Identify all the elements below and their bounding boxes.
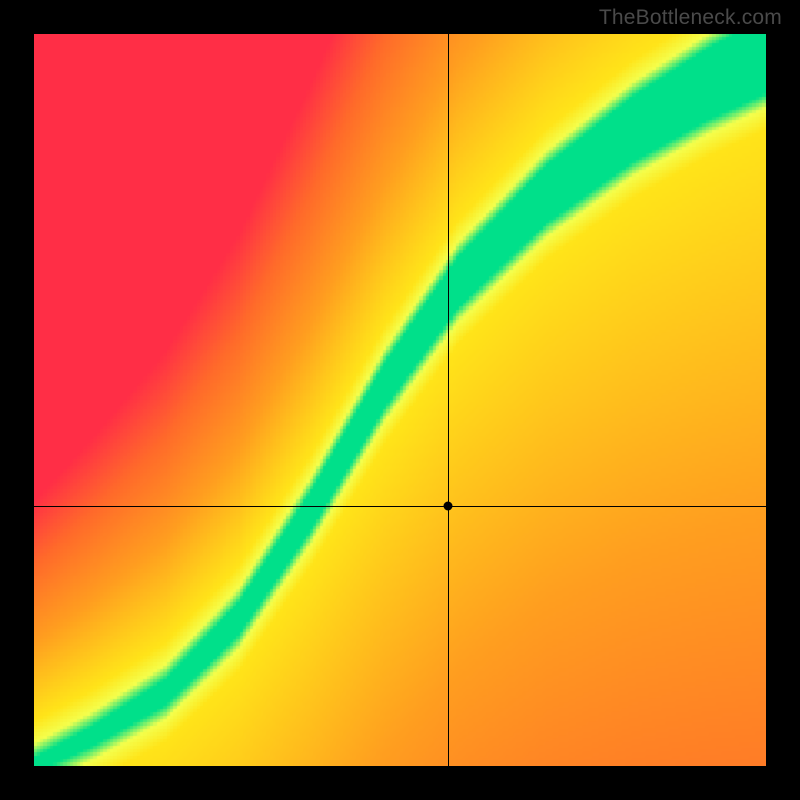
watermark-text: TheBottleneck.com	[599, 6, 782, 30]
heatmap-canvas	[34, 34, 766, 766]
crosshair-horizontal	[34, 506, 766, 507]
chart-container: TheBottleneck.com	[0, 0, 800, 800]
crosshair-vertical	[448, 34, 449, 766]
plot-area	[34, 34, 766, 766]
crosshair-marker-dot	[443, 502, 452, 511]
